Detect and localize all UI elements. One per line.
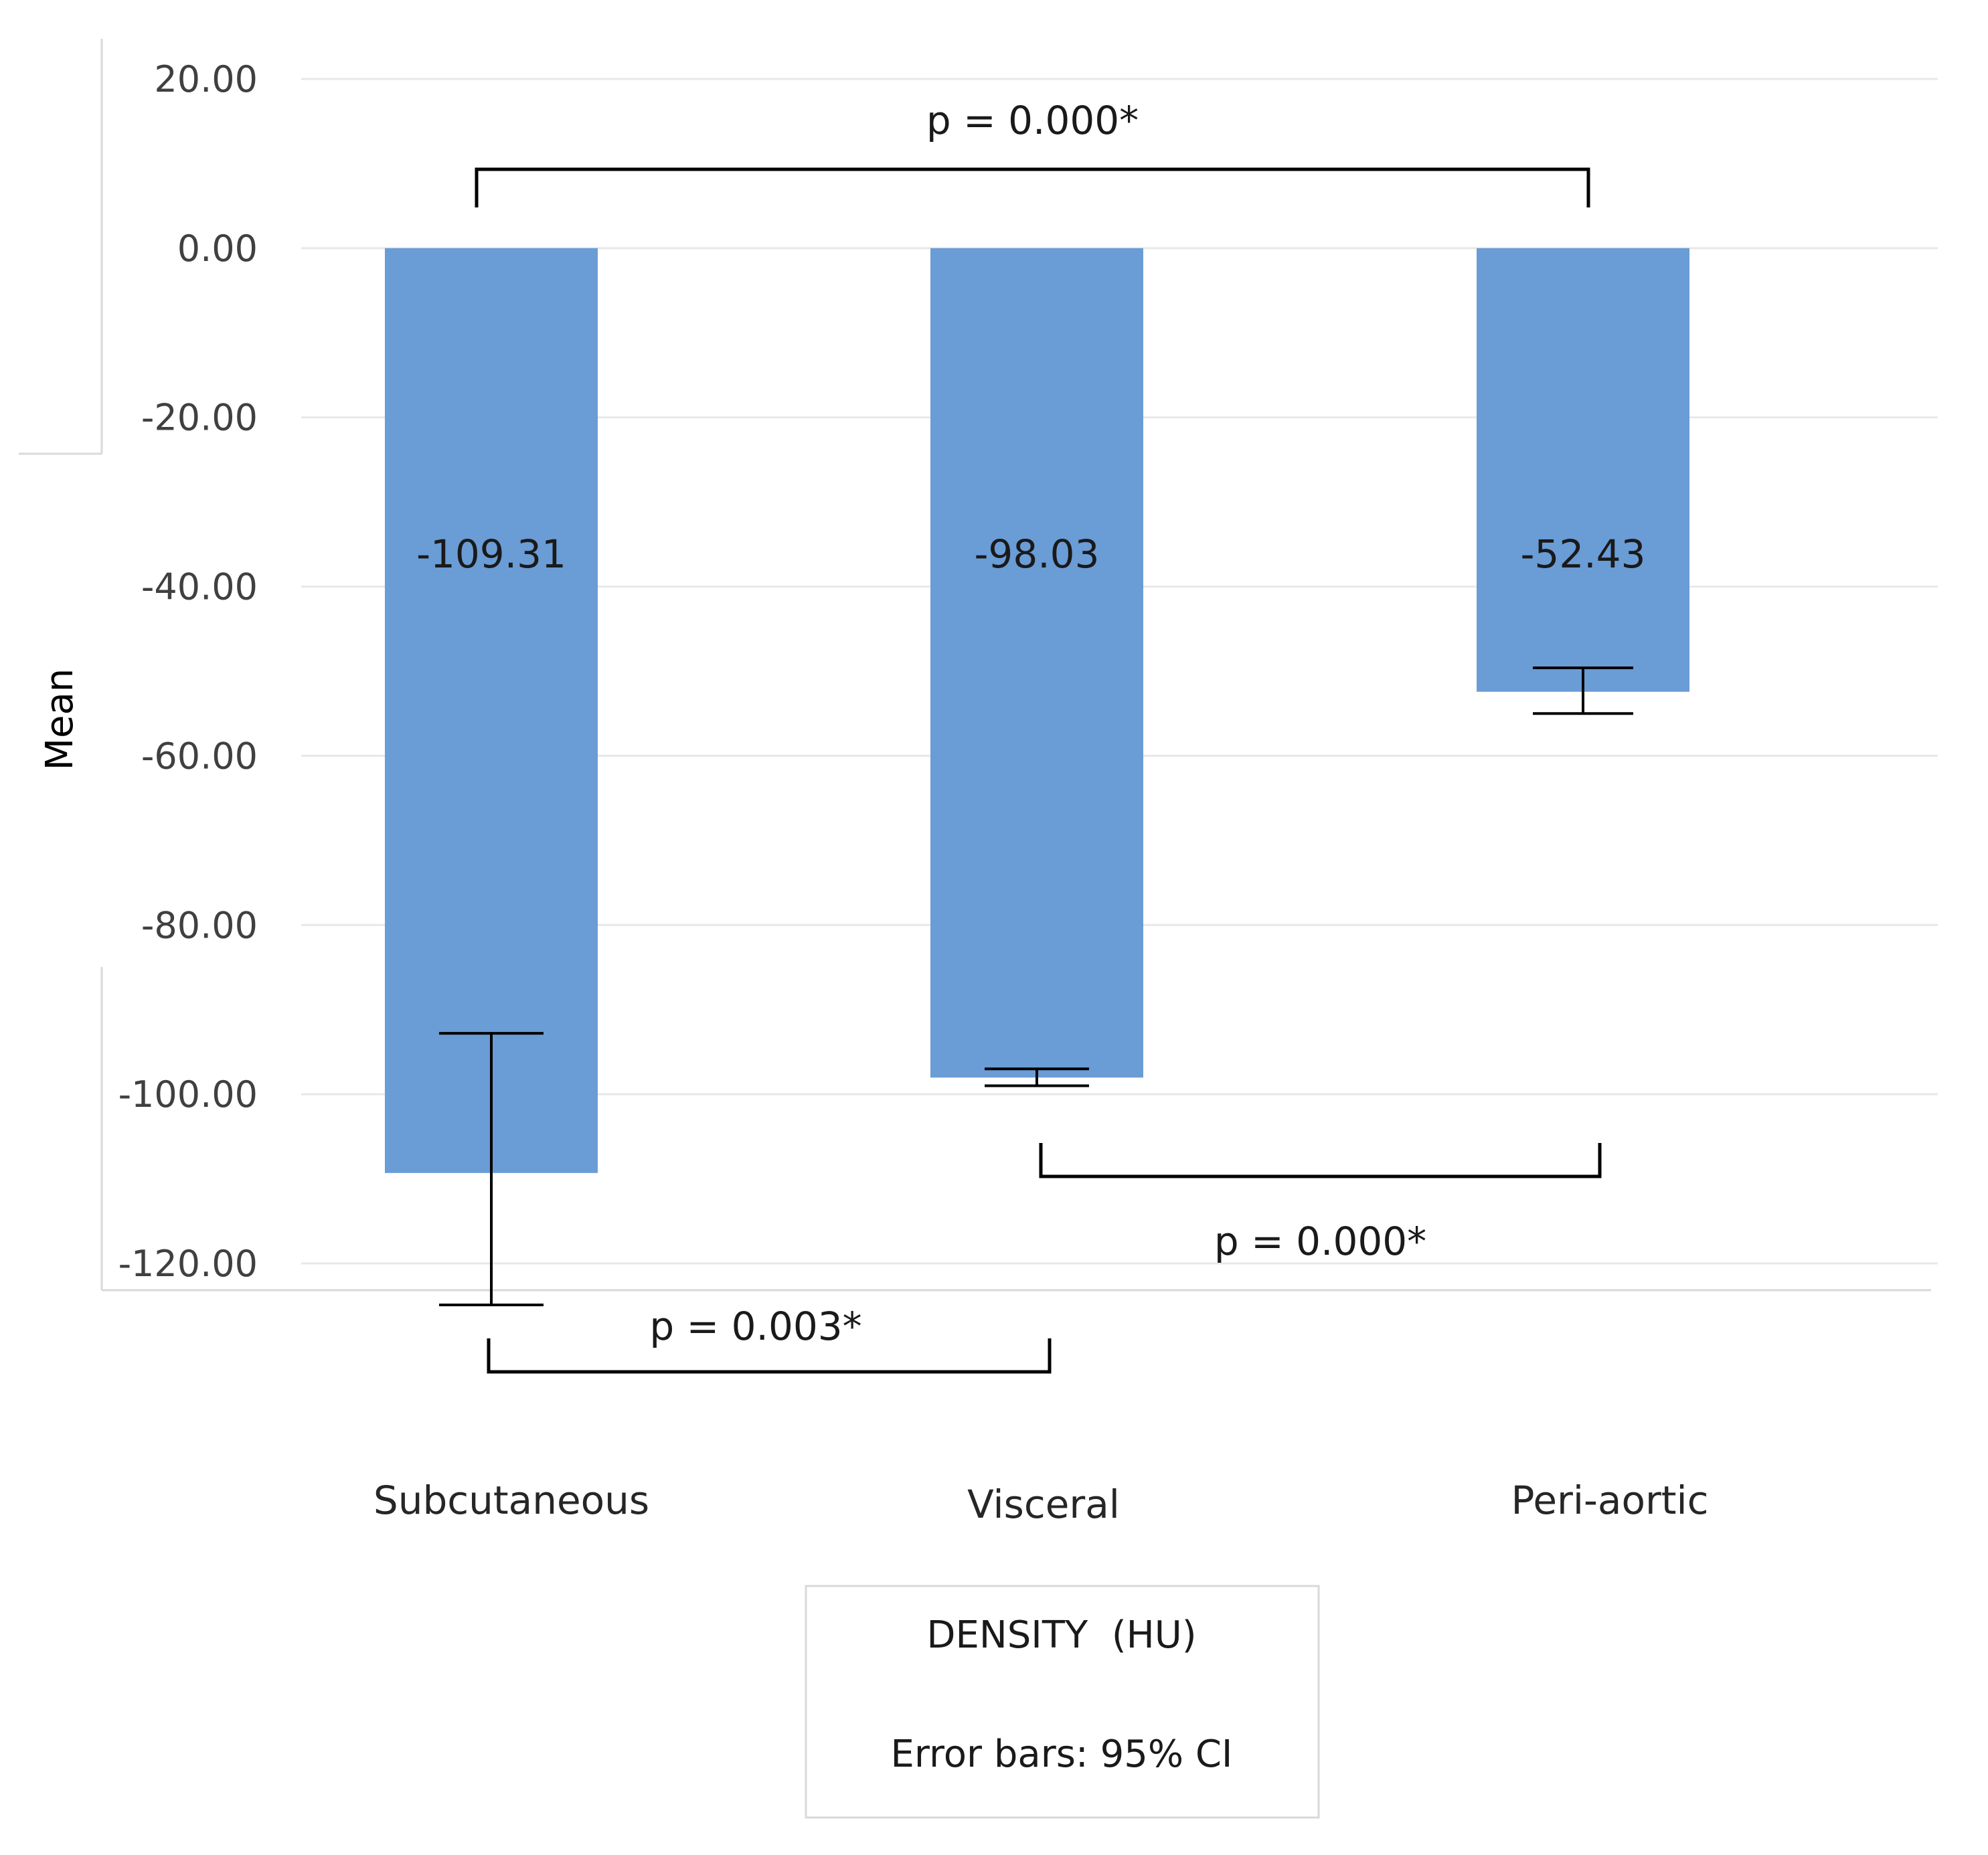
legend-title: DENSITY (HU) <box>926 1613 1196 1657</box>
significance-brackets: p = 0.000* p = 0.000* p = 0.003* <box>475 98 1602 1374</box>
p-value-label: p = 0.000* <box>1214 1219 1426 1264</box>
y-tick-label: -20.00 <box>141 397 258 439</box>
x-category-label: Peri-aortic <box>1511 1478 1708 1523</box>
legend-note: Error bars: 95% CI <box>891 1733 1233 1776</box>
y-tick-label: -40.00 <box>141 566 258 608</box>
error-bars <box>439 666 1633 1306</box>
p-value-label: p = 0.003* <box>649 1304 861 1349</box>
p-value-label: p = 0.000* <box>926 98 1139 143</box>
significance-bracket <box>475 167 1590 207</box>
bars <box>385 248 1689 1173</box>
legend-frame <box>805 1585 1320 1819</box>
data-labels: -109.31 -98.03 -52.43 Subcutaneous Visceral P… <box>374 531 1709 1527</box>
y-tick-label: -120.00 <box>118 1243 258 1285</box>
y-tick-label: -80.00 <box>141 904 258 946</box>
x-category-label: Visceral <box>967 1482 1120 1527</box>
legend-box: DENSITY (HU) Error bars: 95% CI <box>805 1585 1320 1819</box>
x-category-label: Subcutaneous <box>374 1478 649 1523</box>
data-label: -98.03 <box>975 531 1100 577</box>
bar <box>1477 248 1689 692</box>
y-tick-label: 20.00 <box>154 58 258 100</box>
y-tick-label: -100.00 <box>118 1073 258 1116</box>
y-tick-label: -60.00 <box>141 735 258 777</box>
bar <box>385 248 598 1173</box>
data-label: -109.31 <box>416 531 566 577</box>
significance-bracket <box>487 1338 1052 1374</box>
significance-bracket <box>1039 1143 1602 1178</box>
y-axis-title: Mean <box>38 669 82 771</box>
y-tick-label: 0.00 <box>177 228 258 270</box>
axes: 20.00 0.00 -20.00 -40.00 -60.00 -80.00 -100.00… <box>19 39 1931 1292</box>
data-label: -52.43 <box>1521 531 1646 577</box>
bar <box>930 248 1143 1078</box>
